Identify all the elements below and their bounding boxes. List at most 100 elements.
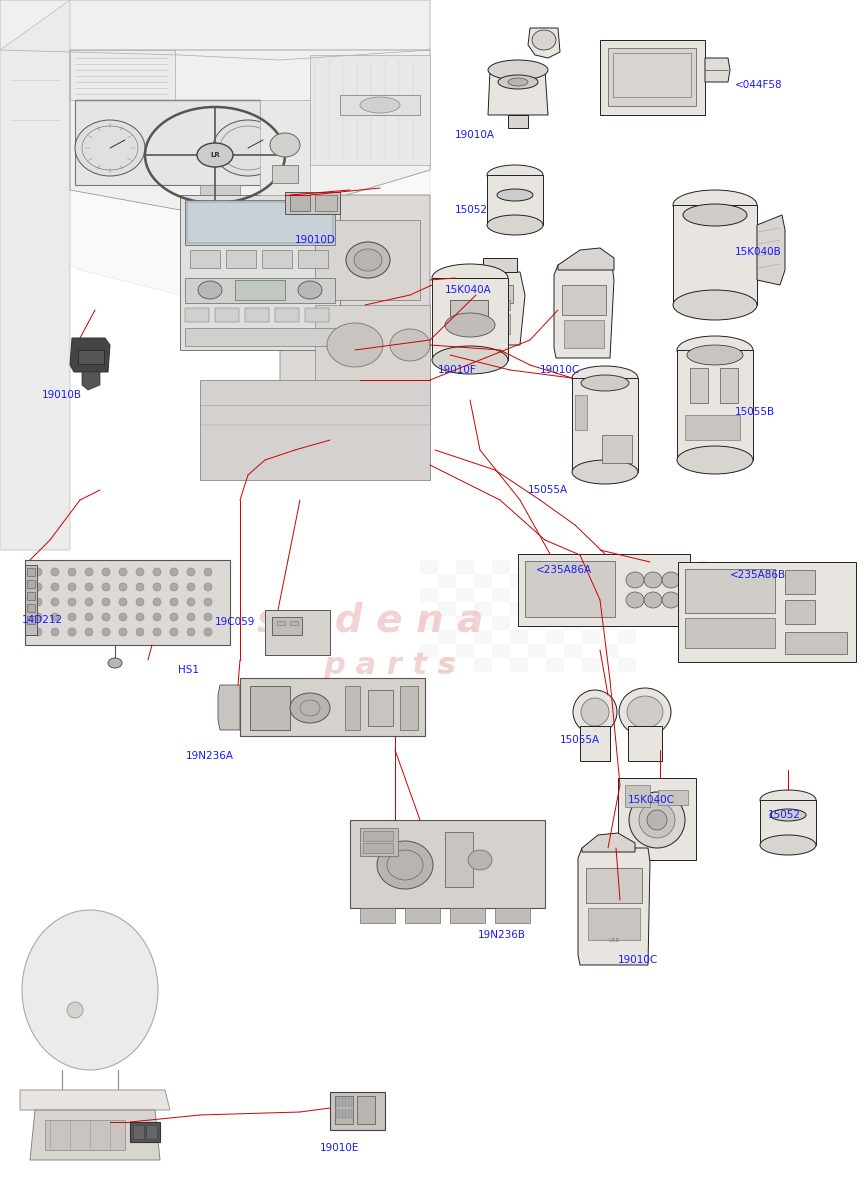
Ellipse shape [677,336,753,364]
Bar [25,565,37,635]
Ellipse shape [102,628,110,636]
Text: 15K040C: 15K040C [628,794,675,805]
Bar [146,1126,157,1139]
Text: 19010C: 19010C [540,365,581,374]
Polygon shape [558,248,614,270]
Polygon shape [757,215,785,284]
Ellipse shape [170,568,178,576]
Ellipse shape [170,598,178,606]
Polygon shape [20,1090,170,1110]
Bar [525,560,615,617]
Ellipse shape [153,598,161,606]
Ellipse shape [187,628,195,636]
Bar [486,300,510,310]
Bar [690,368,708,403]
Ellipse shape [327,323,383,367]
Bar [486,314,510,334]
Ellipse shape [187,568,195,576]
Bar [618,778,696,860]
Bar [492,616,510,630]
Bar [580,726,610,761]
Polygon shape [0,0,430,60]
Bar [688,570,698,578]
Ellipse shape [34,613,42,622]
Bar [27,592,35,600]
Polygon shape [200,380,430,480]
Bar [400,686,418,730]
Ellipse shape [75,120,145,176]
Bar [342,1098,346,1106]
Bar [290,194,310,211]
Ellipse shape [346,242,390,278]
Polygon shape [280,194,430,450]
Ellipse shape [432,264,508,292]
Ellipse shape [187,598,195,606]
Bar [27,580,35,588]
Ellipse shape [102,568,110,576]
Bar [348,1098,352,1106]
Polygon shape [30,1110,160,1160]
Bar [226,250,256,268]
Bar [185,278,335,302]
Bar [262,250,292,268]
Ellipse shape [572,366,638,390]
Text: 15052: 15052 [455,205,488,215]
Text: 19N236A: 19N236A [186,751,234,761]
Bar [275,308,299,322]
Ellipse shape [626,592,644,608]
Ellipse shape [677,446,753,474]
Bar [708,570,718,578]
Bar [272,617,302,635]
Bar [215,308,239,322]
Ellipse shape [170,583,178,590]
Ellipse shape [488,60,548,80]
Bar [546,602,564,616]
Bar [492,560,510,574]
Bar [335,1096,353,1124]
Bar [277,622,285,625]
Bar [582,574,600,588]
Bar [564,616,582,630]
Bar [685,569,775,613]
Bar [495,908,530,923]
Bar [190,250,220,268]
Bar [564,320,604,348]
Ellipse shape [187,613,195,622]
Bar [628,726,662,761]
Polygon shape [200,185,240,220]
Bar [420,644,438,658]
Bar [456,588,474,602]
Polygon shape [673,205,757,305]
Ellipse shape [187,583,195,590]
Bar [600,616,618,630]
Bar [290,622,298,625]
Polygon shape [572,378,638,472]
Ellipse shape [102,598,110,606]
Ellipse shape [102,613,110,622]
Ellipse shape [170,613,178,622]
Bar [575,395,587,430]
Ellipse shape [487,164,543,185]
Bar [285,192,340,214]
Text: 15055A: 15055A [528,485,569,494]
Bar [363,830,393,841]
Bar [438,602,456,616]
Ellipse shape [644,572,662,588]
Ellipse shape [498,74,538,89]
Bar [492,588,510,602]
Bar [250,686,290,730]
Ellipse shape [119,583,127,590]
Polygon shape [488,70,548,115]
Bar [785,632,847,654]
Ellipse shape [487,215,543,235]
Ellipse shape [136,583,144,590]
Bar [510,658,528,672]
Ellipse shape [22,910,158,1070]
Bar [546,658,564,672]
Text: 19C059: 19C059 [215,617,256,626]
Polygon shape [75,100,260,185]
Bar [363,842,393,853]
Ellipse shape [153,568,161,576]
Ellipse shape [85,568,93,576]
Text: <044F58: <044F58 [735,80,783,90]
